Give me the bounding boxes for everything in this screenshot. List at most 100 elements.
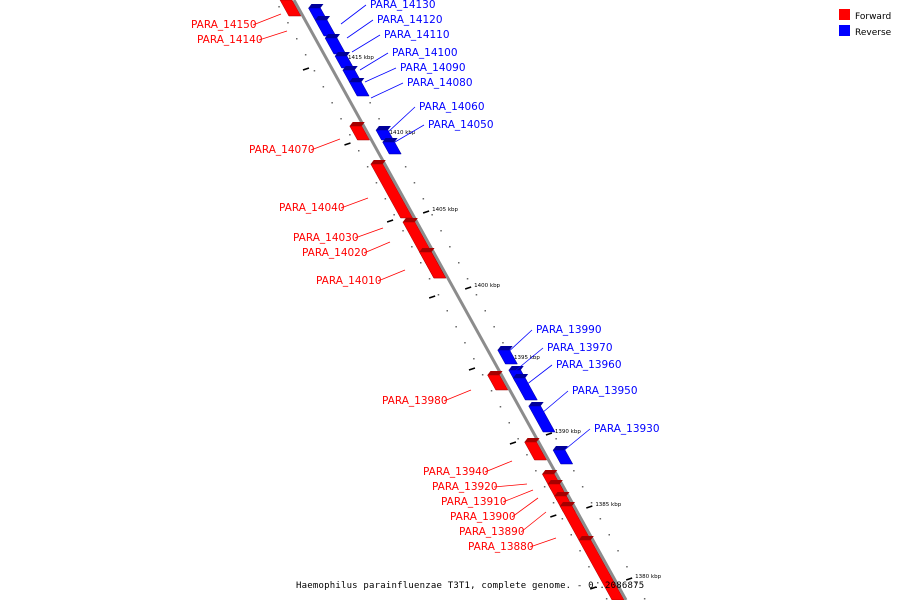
reverse-gene-block[interactable]: [512, 377, 538, 401]
minor-tick-dot-right: [449, 246, 451, 248]
tick-label: 1380 kbp: [635, 574, 661, 580]
gene-label[interactable]: PARA_13980: [382, 395, 448, 407]
reverse-gene-block[interactable]: [314, 19, 337, 37]
minor-tick-dot-right: [617, 550, 619, 552]
gene-label[interactable]: PARA_14090: [400, 62, 466, 74]
minor-tick-dot-right: [626, 566, 628, 568]
gene-label[interactable]: PARA_14060: [419, 101, 485, 113]
gene-leader-line: [340, 197, 369, 209]
minor-tick-dot-left: [393, 214, 395, 216]
tick-mark: [589, 586, 597, 590]
gene-label[interactable]: PARA_14140: [197, 34, 263, 46]
gene-label[interactable]: PARA_14030: [293, 232, 359, 244]
gene-label[interactable]: PARA_13890: [459, 526, 525, 538]
minor-tick-dot-left: [411, 246, 413, 248]
gene-label[interactable]: PARA_14130: [370, 0, 436, 11]
minor-tick-dot-left: [552, 502, 555, 504]
gene-label[interactable]: PARA_13960: [556, 359, 622, 371]
minor-tick-dot-left: [588, 566, 590, 568]
gene-label[interactable]: PARA_13930: [594, 423, 660, 435]
genome-caption: Haemophilus parainfluenzae T3T1, complet…: [296, 581, 644, 591]
gene-label[interactable]: PARA_14020: [302, 247, 368, 259]
gene-label[interactable]: PARA_14120: [377, 14, 443, 26]
gene-leader-line: [484, 460, 513, 473]
gene-label[interactable]: PARA_13940: [423, 466, 489, 478]
minor-tick-dot-right: [590, 502, 593, 504]
minor-tick-dot-right: [413, 182, 416, 184]
minor-tick-dot-right: [555, 438, 557, 440]
minor-tick-dot-left: [331, 102, 333, 104]
gene-block-top-face: [370, 160, 386, 164]
gene-leader-line: [541, 390, 569, 414]
minor-tick-dot-left: [473, 358, 475, 360]
minor-tick-dot-left: [313, 70, 316, 72]
tick-mark: [344, 142, 351, 146]
minor-tick-dot-left: [526, 454, 528, 456]
gene-leader-line: [346, 19, 374, 39]
gene-label[interactable]: PARA_13950: [572, 385, 638, 397]
reverse-gene-block[interactable]: [382, 141, 402, 155]
gene-label[interactable]: PARA_14080: [407, 77, 473, 89]
forward-gene-block[interactable]: [402, 221, 432, 253]
gene-block-top-face: [315, 16, 331, 20]
gene-label[interactable]: PARA_13910: [441, 496, 507, 508]
minor-tick-dot-left: [597, 582, 599, 584]
legend-forward-label: Forward: [855, 12, 891, 22]
forward-gene-block[interactable]: [279, 0, 302, 17]
gene-leader-line: [310, 138, 341, 151]
minor-tick-dot-left: [375, 182, 378, 184]
gene-leader-line: [525, 364, 553, 386]
gene-leader-line: [386, 106, 416, 134]
gene-label[interactable]: PARA_14050: [428, 119, 494, 131]
gene-leader-line: [511, 497, 539, 518]
minor-tick-dot-left: [481, 374, 484, 376]
minor-tick-dot-right: [502, 342, 504, 344]
minor-tick-dot-left: [535, 470, 537, 472]
gene-label[interactable]: PARA_13970: [547, 342, 613, 354]
tick-mark: [625, 577, 633, 581]
forward-gene-block[interactable]: [578, 539, 625, 601]
gene-block-top-face: [487, 371, 503, 375]
reverse-gene-block[interactable]: [552, 449, 574, 465]
minor-tick-dot-left: [437, 294, 440, 296]
tick-mark: [302, 67, 310, 71]
gene-label[interactable]: PARA_13990: [536, 324, 602, 336]
reverse-gene-block[interactable]: [348, 81, 370, 97]
gene-label[interactable]: PARA_13920: [432, 481, 498, 493]
minor-tick-dot-left: [358, 150, 360, 152]
gene-label[interactable]: PARA_14070: [249, 144, 315, 156]
minor-tick-dot-right: [493, 326, 495, 328]
forward-gene-block[interactable]: [370, 163, 414, 219]
gene-label[interactable]: PARA_13880: [468, 541, 534, 553]
gene-leader-line: [340, 4, 367, 25]
minor-tick-dot-left: [570, 534, 572, 536]
gene-leader-line: [514, 347, 544, 372]
gene-leader-line: [394, 124, 425, 143]
gene-block-top-face: [382, 138, 398, 142]
tick-mark: [509, 441, 517, 445]
minor-tick-dot-right: [581, 486, 584, 488]
minor-tick-dot-right: [369, 102, 371, 104]
minor-tick-dot-left: [349, 134, 351, 136]
gene-label[interactable]: PARA_13900: [450, 511, 516, 523]
gene-label[interactable]: PARA_14040: [279, 202, 345, 214]
gene-label[interactable]: PARA_14010: [316, 275, 382, 287]
gene-leader-line: [370, 82, 404, 99]
gene-label[interactable]: PARA_14100: [392, 47, 458, 59]
gene-label[interactable]: PARA_14110: [384, 29, 450, 41]
legend-reverse-label: Reverse: [855, 28, 892, 38]
gene-leader-line: [529, 537, 557, 548]
minor-tick-dot-left: [490, 390, 493, 392]
gene-block-top-face: [349, 78, 365, 82]
minor-tick-dot-right: [440, 230, 442, 232]
reverse-gene-block[interactable]: [324, 37, 347, 55]
reverse-gene-block[interactable]: [528, 405, 556, 433]
tick-mark: [428, 295, 436, 299]
minor-tick-dot-left: [561, 518, 564, 520]
minor-tick-dot-left: [366, 166, 369, 168]
gene-leader-line: [363, 241, 391, 254]
tick-mark: [545, 432, 553, 436]
tick-mark: [464, 286, 472, 290]
gene-leader-line: [520, 511, 547, 533]
gene-label[interactable]: PARA_14150: [191, 19, 257, 31]
